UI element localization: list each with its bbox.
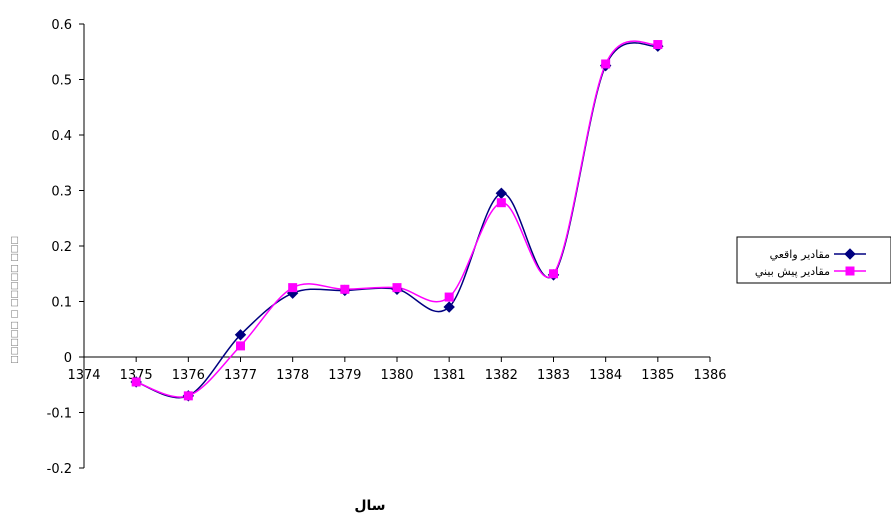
x-tick-label: 1384 bbox=[589, 368, 622, 383]
x-tick-label: 1386 bbox=[693, 368, 726, 383]
x-axis-ticks: 1374 1375 1376 1377 1378 1379 1380 1381 1382 1383… bbox=[67, 357, 727, 383]
data-point-series-1 bbox=[234, 329, 247, 341]
x-tick-label: 1382 bbox=[485, 368, 518, 383]
y-tick-label: -0.2 bbox=[47, 462, 72, 477]
data-point-series-2 bbox=[601, 59, 611, 69]
x-tick-label: 1376 bbox=[172, 368, 205, 383]
data-point-series-2 bbox=[549, 269, 558, 279]
legend-swatch-marker bbox=[845, 266, 855, 276]
data-point-series-1 bbox=[495, 187, 508, 199]
data-point-series-2 bbox=[392, 283, 402, 293]
data-point-series-2 bbox=[496, 198, 506, 208]
x-tick-label: 1377 bbox=[224, 368, 257, 383]
y-axis-ticks: -0.2 -0.1 0 0.1 0.2 0.3 0.4 0.5 0.6 bbox=[47, 18, 84, 477]
data-point-series-1 bbox=[443, 301, 455, 313]
x-tick-label: 1375 bbox=[120, 368, 153, 383]
series-markers bbox=[130, 40, 664, 402]
data-point-series-2 bbox=[653, 40, 663, 50]
data-point-series-2 bbox=[288, 283, 298, 293]
series-line-1 bbox=[135, 42, 659, 399]
y-tick-label: 0.5 bbox=[51, 74, 72, 89]
y-tick-label: 0.6 bbox=[51, 18, 72, 33]
y-tick-label: -0.1 bbox=[47, 407, 72, 422]
data-point-series-2 bbox=[183, 391, 193, 401]
x-tick-label: 1378 bbox=[276, 368, 309, 383]
x-axis-label: سال bbox=[354, 498, 385, 514]
legend: مقادير واقعي مقادير پيش بيني bbox=[736, 236, 891, 284]
x-tick-label: 1379 bbox=[328, 368, 361, 383]
legend-swatch-marker bbox=[844, 248, 856, 260]
x-tick-label: 1380 bbox=[380, 368, 413, 383]
legend-entry-label: مقادير پيش بيني bbox=[755, 265, 830, 278]
y-tick-label: 0.3 bbox=[51, 185, 72, 200]
data-point-series-2 bbox=[236, 341, 245, 351]
series-line-2 bbox=[135, 40, 659, 398]
x-tick-label: 1381 bbox=[433, 368, 466, 383]
y-tick-label: 0.4 bbox=[51, 129, 72, 144]
y-tick-label: 0 bbox=[64, 351, 72, 366]
data-point-series-2 bbox=[131, 377, 141, 387]
y-tick-label: 0.1 bbox=[51, 296, 72, 311]
x-tick-label: 1385 bbox=[641, 368, 674, 383]
series-lines bbox=[135, 40, 659, 399]
data-point-series-2 bbox=[444, 292, 454, 302]
y-tick-label: 0.2 bbox=[51, 240, 72, 255]
legend-entry-label: مقادير واقعي bbox=[770, 248, 831, 261]
x-tick-label: 1383 bbox=[537, 368, 570, 383]
legend-box bbox=[736, 236, 891, 284]
data-point-series-2 bbox=[340, 284, 350, 294]
y-axis-label: □□□□□ □ □□□□□ □□□ bbox=[10, 236, 20, 364]
